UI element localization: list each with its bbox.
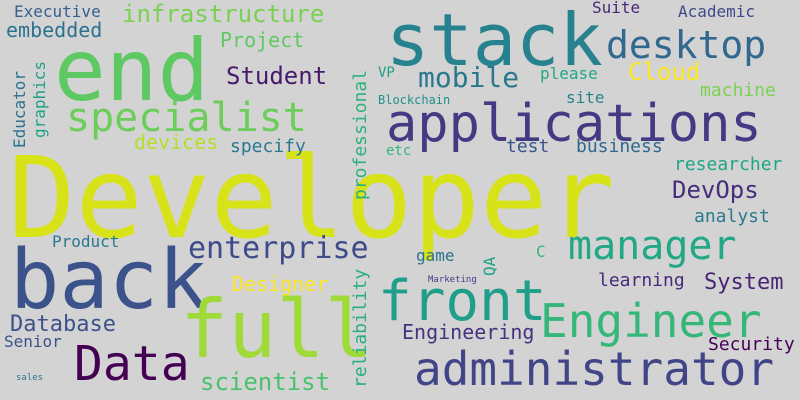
word-executive: Executive <box>14 2 101 21</box>
word-machine: machine <box>700 80 776 101</box>
word-please: please <box>540 64 598 83</box>
word-c: C <box>536 242 546 261</box>
word-security: Security <box>708 334 795 355</box>
word-specialist: specialist <box>66 95 307 141</box>
word-etc: etc <box>386 143 412 159</box>
word-applications: applications <box>386 94 762 154</box>
word-reliability: reliability <box>350 268 371 388</box>
word-game: game <box>416 246 455 265</box>
word-professional: professional <box>350 69 371 200</box>
word-graphics: graphics <box>30 60 49 138</box>
word-marketing: Marketing <box>428 275 477 285</box>
word-database: Database <box>10 312 116 337</box>
word-developer: Developer <box>8 134 615 264</box>
word-embedded: embedded <box>6 18 103 42</box>
word-mobile: mobile <box>418 61 520 94</box>
word-full: full <box>180 283 373 376</box>
word-administrator: administrator <box>414 342 775 396</box>
word-devops: DevOps <box>672 176 759 204</box>
word-product: Product <box>52 232 120 251</box>
word-analyst: analyst <box>694 206 770 227</box>
word-manager: manager <box>568 223 737 269</box>
word-specify: specify <box>230 136 306 157</box>
word-devices: devices <box>134 130 219 154</box>
word-data: Data <box>74 336 190 392</box>
word-educator: Educator <box>10 70 29 148</box>
word-project: Project <box>220 28 305 52</box>
word-system: System <box>704 270 784 295</box>
word-desktop: desktop <box>606 23 767 67</box>
word-back: back <box>10 233 208 328</box>
word-stack: stack <box>386 0 603 82</box>
word-academic: Academic <box>678 2 756 21</box>
word-engineer: Engineer <box>540 294 762 348</box>
word-business: business <box>576 136 663 157</box>
word-site: site <box>566 88 605 107</box>
word-researcher: researcher <box>674 154 783 175</box>
word-student: Student <box>226 62 328 90</box>
word-sales: sales <box>16 373 44 383</box>
word-blockchain: Blockchain <box>378 93 451 107</box>
word-front: front <box>378 269 547 334</box>
word-designer: Designer <box>232 272 329 296</box>
word-qa: QA <box>480 256 499 276</box>
word-infrastructure: infrastructure <box>122 0 325 28</box>
word-engineering: Engineering <box>402 320 535 344</box>
word-scientist: scientist <box>200 368 331 396</box>
word-suite: Suite <box>592 0 641 17</box>
word-vp: VP <box>378 65 395 81</box>
word-learning: learning <box>598 270 685 291</box>
word-enterprise: enterprise <box>188 231 369 266</box>
word-senior: Senior <box>4 332 62 351</box>
word-end: end <box>54 21 210 121</box>
word-test: test <box>506 136 550 157</box>
word-cloud: Cloud <box>628 58 701 86</box>
